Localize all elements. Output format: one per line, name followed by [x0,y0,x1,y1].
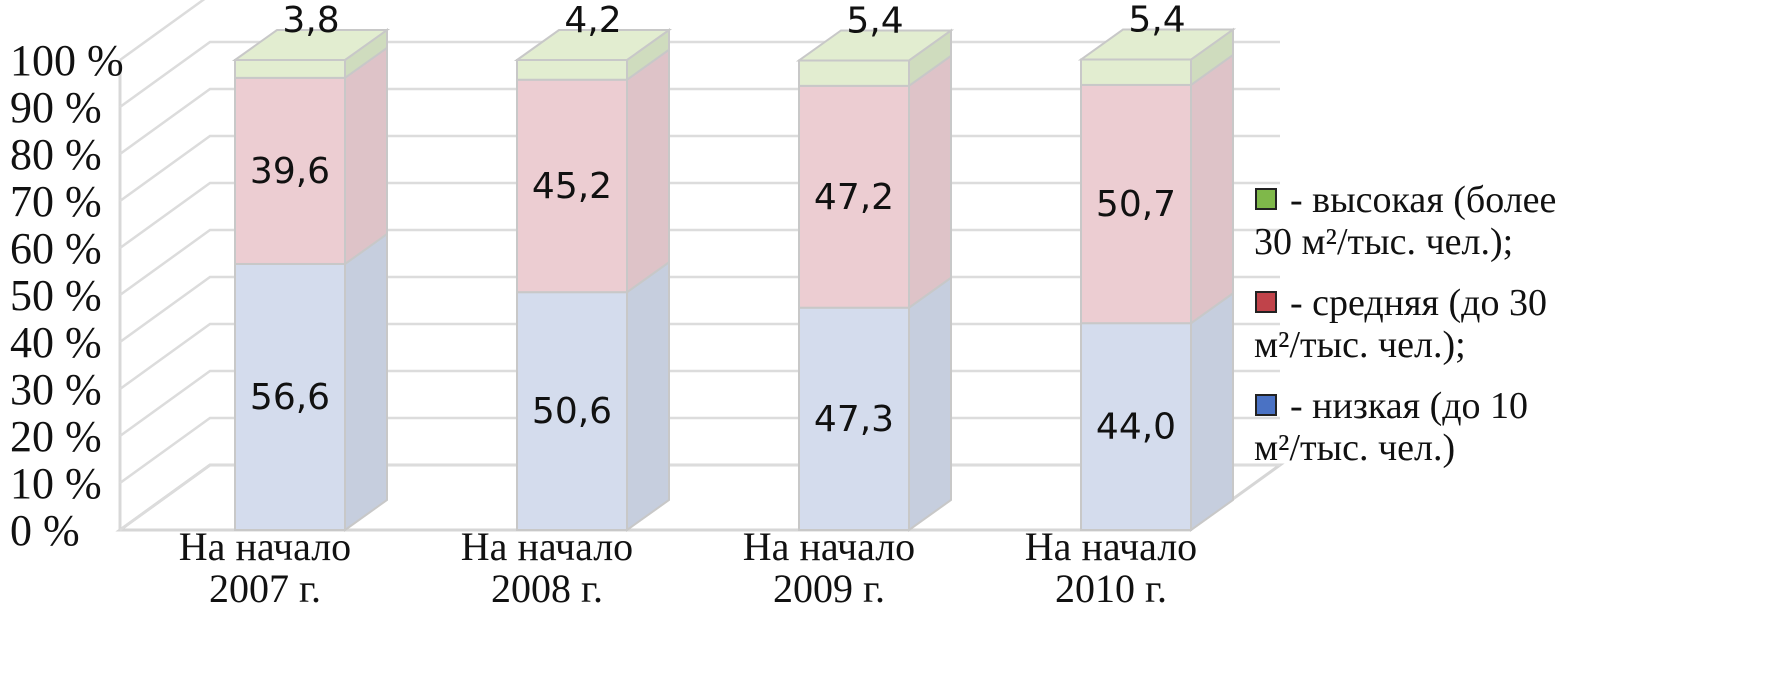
legend-label-line: - высокая (более [1290,179,1556,221]
legend: - высокая (более 30 м²/тыс. чел.); - средн… [1254,179,1556,469]
bar-stack: 56,6 39,6 3,8 [231,0,391,532]
bar-segment-front [234,262,346,531]
bar-segment-front [1080,58,1192,86]
legend-label-line: м²/тыс. чел.) [1254,427,1455,469]
x-category-label-line: На начало [743,524,915,569]
data-label: 5,4 [846,0,903,41]
data-label: 39,6 [250,151,330,192]
legend-entry: - высокая (более 30 м²/тыс. чел.); [1254,179,1556,263]
bar-segment-side [344,45,388,266]
data-label: 5,4 [1128,0,1185,41]
x-category-label: На начало 2009 г. [743,524,915,611]
bar-segment-side [344,232,388,532]
y-tick-label: 30 % [10,365,102,414]
legend-label-line: 30 м²/тыс. чел.); [1254,221,1513,263]
x-category-label-line: 2009 г. [773,566,885,611]
x-category-label-line: 2008 г. [491,566,603,611]
y-tick-label: 60 % [10,224,102,273]
legend-swatch [1255,291,1277,313]
data-label: 4,2 [564,0,621,41]
y-tick-label: 0 % [10,506,80,555]
y-tick-label: 50 % [10,271,102,320]
data-label: 50,7 [1096,184,1176,225]
x-category-label-line: На начало [461,524,633,569]
x-category-label-line: 2007 г. [209,566,321,611]
bar-stack: 50,6 45,2 4,2 [513,0,673,532]
x-axis-labels: На начало 2007 г.На начало 2008 г.На начал… [179,524,1197,611]
bar-segment-front [516,59,628,81]
x-category-label: На начало 2010 г. [1025,524,1197,611]
gridline [119,0,206,62]
bar-segment-side [1190,52,1234,326]
y-tick-label: 100 % [10,36,124,85]
y-tick-label: 40 % [10,318,102,367]
y-tick-label: 70 % [10,177,102,226]
bar-top [231,29,391,61]
x-category-label-line: 2010 г. [1055,566,1167,611]
legend-label-line: - низкая (до 10 [1290,385,1528,427]
bar-stack: 44,0 50,7 5,4 [1077,0,1237,532]
data-label: 45,2 [532,166,612,207]
legend-label: - высокая (более 30 м²/тыс. чел.); [1254,179,1556,263]
legend-entry: - средняя (до 30 м²/тыс. чел.); [1254,282,1547,366]
y-tick-label: 90 % [10,83,102,132]
data-label: 47,3 [814,399,894,440]
bar-top [1077,28,1237,61]
bar-segment-side [1190,291,1234,532]
bars: 56,6 39,6 3,8 50,6 45,2 4,2 47,3 47,2 5,4 44,0 50,… [231,0,1237,532]
bar-segment-side [626,260,670,532]
bar-segment-side [908,53,952,310]
x-category-label: На начало 2007 г. [179,524,351,611]
legend-entry: - низкая (до 10 м²/тыс. чел.) [1254,385,1528,469]
data-label: 56,6 [250,377,330,418]
bar-segment-front [798,306,910,531]
x-category-label-line: На начало [179,524,351,569]
y-tick-label: 10 % [10,459,102,508]
y-tick-label: 20 % [10,412,102,461]
data-label: 3,8 [282,0,339,41]
bar-segment-side [626,47,670,295]
legend-swatch [1255,188,1277,210]
y-tick-label: 80 % [10,130,102,179]
bar-segment-front [234,59,346,79]
data-label: 47,2 [814,177,894,218]
bar-segment-front [516,291,628,531]
data-label: 44,0 [1096,407,1176,448]
bar-segment-side [908,275,952,532]
x-category-label: На начало 2008 г. [461,524,633,611]
bar-top [513,29,673,61]
bar-stack: 47,3 47,2 5,4 [795,0,955,532]
x-category-label-line: На начало [1025,524,1197,569]
bar-top [795,29,955,62]
legend-label-line: м²/тыс. чел.); [1254,324,1466,366]
y-axis-ticks: 0 %10 %20 %30 %40 %50 %60 %70 %80 %90 %1… [10,36,124,555]
legend-label: - средняя (до 30 м²/тыс. чел.); [1254,282,1547,366]
data-label: 50,6 [532,391,612,432]
legend-label-line: - средняя (до 30 [1290,282,1547,324]
legend-swatch [1255,394,1277,416]
bar-segment-front [798,59,910,87]
legend-label: - низкая (до 10 м²/тыс. чел.) [1254,385,1528,469]
